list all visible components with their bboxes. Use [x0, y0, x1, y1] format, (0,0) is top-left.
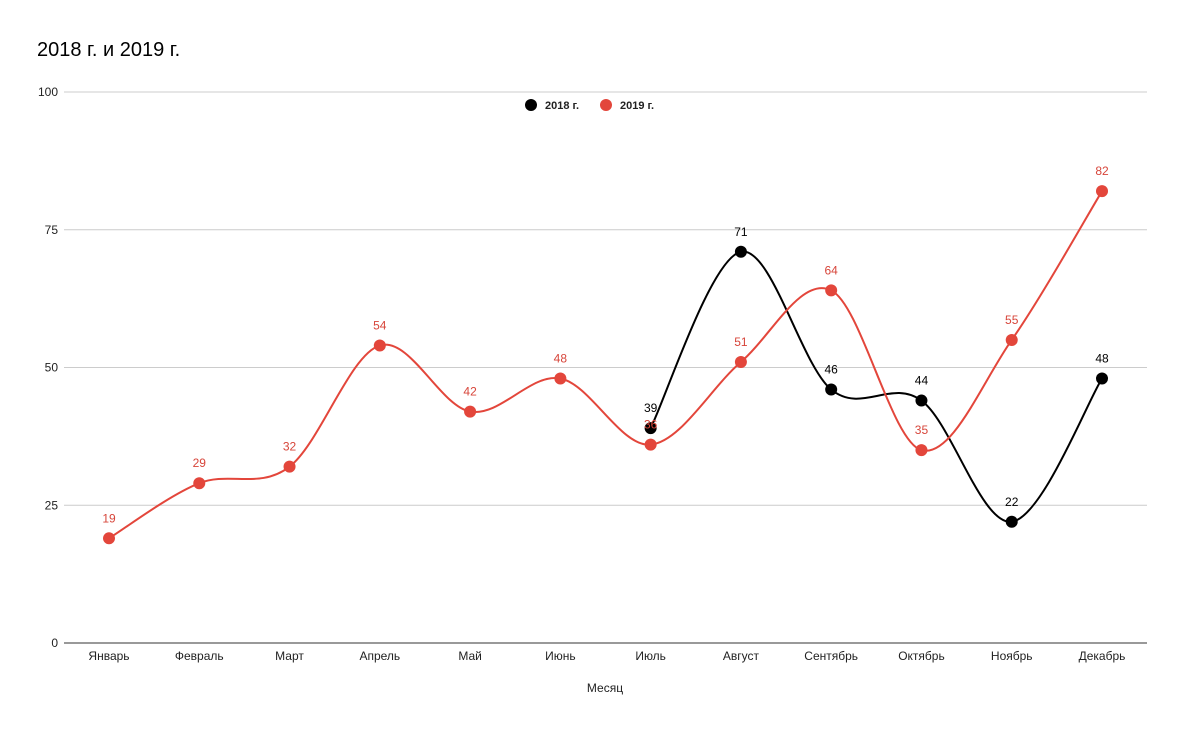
data-point[interactable] [283, 460, 296, 473]
data-point[interactable] [644, 422, 657, 435]
x-tick-label: Май [458, 649, 482, 663]
chart-title: 2018 г. и 2019 г. [37, 39, 180, 61]
data-point[interactable] [464, 405, 477, 418]
x-tick-label: Август [723, 649, 760, 663]
x-tick-label: Июнь [545, 649, 576, 663]
data-label: 64 [825, 263, 839, 277]
data-point[interactable] [103, 532, 115, 545]
x-tick-label: Ноябрь [991, 649, 1033, 663]
y-tick-label: 25 [45, 498, 59, 512]
data-point[interactable] [644, 438, 657, 451]
legend-item[interactable]: 2019 г. [600, 99, 654, 112]
y-tick-label: 0 [51, 636, 58, 650]
data-point[interactable] [1096, 372, 1108, 385]
y-tick-label: 75 [45, 223, 59, 237]
data-point[interactable] [825, 383, 838, 396]
data-point[interactable] [373, 339, 386, 352]
x-tick-label: Январь [88, 649, 129, 663]
data-label: 39 [644, 401, 658, 415]
x-tick-label: Апрель [359, 649, 400, 663]
data-label: 44 [915, 374, 929, 388]
y-tick-label: 50 [45, 361, 59, 375]
data-label: 55 [1005, 313, 1019, 327]
series-0: 39 71 46 44 22 48 [644, 225, 1109, 528]
data-point[interactable] [193, 477, 206, 490]
data-label: 71 [734, 225, 748, 239]
data-label: 54 [373, 318, 387, 332]
legend-item[interactable]: 2018 г. [525, 99, 579, 112]
legend-marker [600, 99, 612, 111]
data-label: 19 [102, 511, 116, 525]
data-label: 32 [283, 440, 297, 454]
x-axis-label: Месяц [587, 681, 623, 695]
data-point[interactable] [1096, 185, 1108, 198]
data-point[interactable] [1005, 515, 1018, 528]
data-label: 29 [193, 456, 207, 470]
data-label: 36 [644, 418, 658, 432]
x-tick-label: Март [275, 649, 304, 663]
series-line [108, 190, 1103, 540]
data-label: 51 [734, 335, 748, 349]
data-point[interactable] [1005, 333, 1018, 346]
data-point[interactable] [915, 444, 928, 457]
series-1: 19 29 32 54 42 48 36 51 64 35 55 82 [102, 164, 1109, 545]
data-label: 22 [1005, 495, 1019, 509]
data-label: 46 [825, 363, 839, 377]
data-label: 42 [463, 385, 477, 399]
x-tick-label: Декабрь [1079, 649, 1126, 663]
legend-label: 2018 г. [545, 100, 579, 112]
data-label: 48 [554, 352, 568, 366]
data-point[interactable] [734, 355, 747, 368]
data-point[interactable] [734, 245, 747, 258]
x-tick-label: Июль [635, 649, 666, 663]
legend-marker [525, 99, 537, 111]
data-point[interactable] [915, 394, 928, 407]
data-label: 82 [1095, 164, 1109, 178]
x-tick-label: Сентябрь [804, 649, 858, 663]
data-label: 35 [915, 423, 929, 437]
data-point[interactable] [554, 372, 567, 385]
x-tick-label: Февраль [175, 649, 224, 663]
y-tick-label: 100 [38, 85, 58, 99]
x-tick-label: Октябрь [898, 649, 945, 663]
data-label: 48 [1095, 352, 1109, 366]
series-line [649, 250, 1103, 523]
data-point[interactable] [825, 284, 838, 297]
legend-label: 2019 г. [620, 100, 654, 112]
